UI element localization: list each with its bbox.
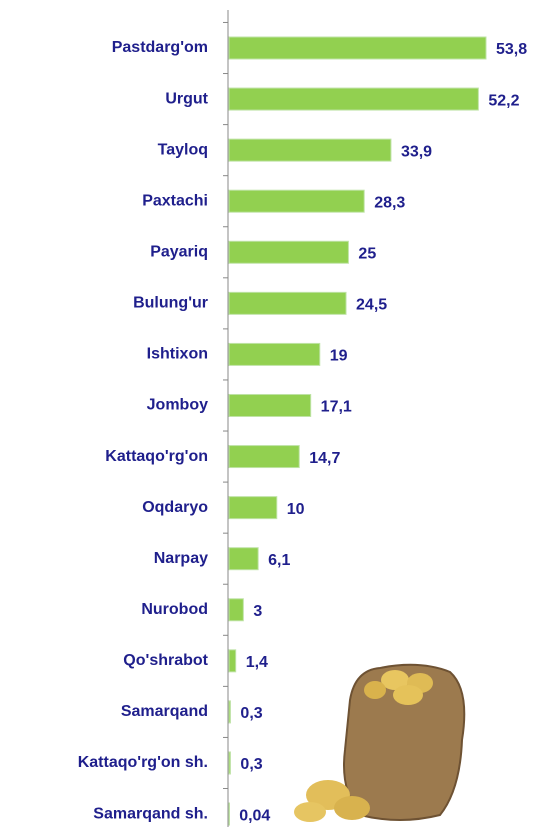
bar [228, 342, 321, 366]
bar [228, 445, 300, 469]
value-label: 1,4 [246, 654, 268, 671]
bar [228, 598, 244, 622]
category-label: Paxtachi [142, 192, 208, 209]
value-label: 33,9 [401, 143, 432, 160]
bar [228, 240, 349, 264]
value-label: 24,5 [356, 297, 387, 314]
category-label: Narpay [154, 550, 208, 567]
category-label: Payariq [150, 243, 208, 260]
bar [228, 751, 231, 775]
category-label: Pastdarg'om [112, 39, 208, 56]
bar [228, 700, 231, 724]
bar [228, 138, 392, 162]
category-label: Samarqand [121, 703, 208, 720]
bar [228, 802, 230, 826]
bar [228, 87, 479, 111]
bar [228, 547, 259, 571]
value-label: 14,7 [309, 450, 340, 467]
plot: Pastdarg'om 53,8 Urgut 52,2 Tayloq 33,9 Paxtac… [78, 10, 527, 827]
value-label: 3 [253, 603, 262, 620]
value-label: 10 [287, 501, 305, 518]
category-label: Samarqand sh. [93, 805, 208, 822]
value-label: 19 [330, 348, 348, 365]
value-label: 0,3 [240, 756, 262, 773]
category-label: Jomboy [147, 397, 208, 414]
value-label: 52,2 [488, 92, 519, 109]
category-label: Bulung'ur [133, 295, 208, 312]
category-label: Ishtixon [147, 346, 208, 363]
bar [228, 291, 347, 315]
category-label: Oqdaryo [142, 499, 208, 516]
category-label: Urgut [165, 90, 208, 107]
value-label: 17,1 [321, 399, 352, 416]
bar [228, 189, 365, 213]
potato-sack-illustration [294, 663, 466, 822]
value-label: 0,3 [240, 705, 262, 722]
bar [228, 393, 312, 417]
value-label: 25 [358, 245, 376, 262]
category-label: Kattaqo'rg'on sh. [78, 754, 208, 771]
value-label: 0,04 [239, 807, 270, 824]
category-label: Nurobod [141, 601, 208, 618]
category-label: Qo'shrabot [123, 652, 208, 669]
value-label: 28,3 [374, 194, 405, 211]
category-label: Kattaqo'rg'on [105, 448, 208, 465]
value-label: 6,1 [268, 552, 290, 569]
bar [228, 496, 278, 520]
value-label: 53,8 [496, 41, 527, 58]
bar [228, 36, 487, 60]
category-label: Tayloq [158, 141, 208, 158]
bar [228, 649, 237, 673]
